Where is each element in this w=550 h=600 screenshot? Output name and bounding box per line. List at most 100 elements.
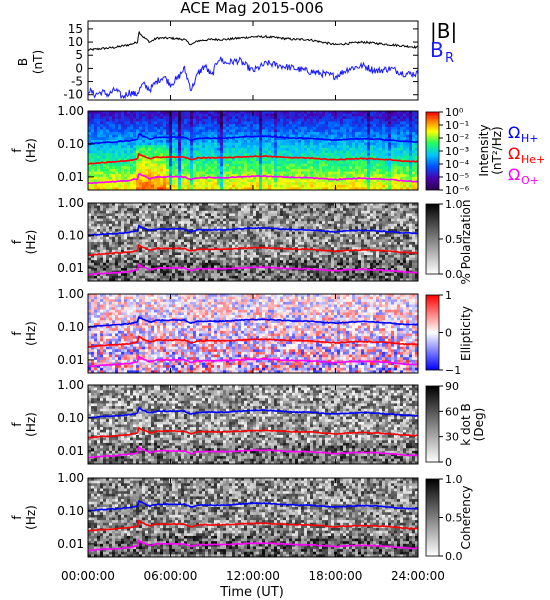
spectrogram-cell <box>181 179 185 183</box>
spectrogram-cell <box>409 129 413 133</box>
spectrogram-cell <box>121 278 125 282</box>
spectrogram-cell <box>412 184 416 188</box>
spectrogram-cell <box>328 145 332 149</box>
spectrogram-cell <box>376 126 380 130</box>
spectrogram-cell <box>313 118 317 122</box>
spectrogram-cell <box>154 179 158 183</box>
spectrogram-cell <box>241 221 245 225</box>
spectrogram-cell <box>91 161 95 165</box>
spectrogram-cell <box>244 147 248 151</box>
spectrogram-cell <box>415 153 419 157</box>
spectrogram-cell <box>106 147 110 151</box>
spectrogram-cell <box>337 113 341 117</box>
spectrogram-cell <box>337 139 341 143</box>
spectrogram-cell <box>91 257 95 261</box>
spectrogram-cell <box>286 145 290 149</box>
spectrogram-cell <box>244 179 248 183</box>
spectrogram-cell <box>157 153 161 157</box>
spectrogram-cell <box>226 153 230 157</box>
spectrogram-cell <box>88 158 92 162</box>
spectrogram-cell <box>322 184 326 188</box>
spectrogram-cell <box>130 213 134 217</box>
spectrogram-cell <box>175 176 179 180</box>
spectrogram-cell <box>220 205 224 209</box>
spectrogram-cell <box>154 226 158 230</box>
spectrogram-cell <box>94 221 98 225</box>
spectrogram-cell <box>298 161 302 165</box>
spectrogram-cell <box>331 121 335 125</box>
spectrogram-cell <box>259 121 263 125</box>
spectrogram-cell <box>268 150 272 154</box>
spectrogram-cell <box>214 168 218 172</box>
spectrogram-cell <box>325 166 329 170</box>
spectrogram-cell <box>208 216 212 219</box>
spectrogram-cell <box>169 239 173 243</box>
spectrogram-cell <box>181 174 185 178</box>
spectrogram-cell <box>331 182 335 186</box>
spectrogram-cell <box>316 142 320 146</box>
spectrogram-cell <box>391 124 395 128</box>
spectrogram-cell <box>106 153 110 157</box>
spectrogram-cell <box>121 118 125 122</box>
spectrogram-cell <box>271 168 275 172</box>
spectrogram-cell <box>391 179 395 183</box>
spectrogram-cell <box>241 244 245 248</box>
spectrogram-cell <box>166 171 170 175</box>
spectrogram-cell <box>226 205 230 209</box>
spectrogram-cell <box>106 137 110 141</box>
spectrogram-cell <box>265 124 269 128</box>
spectrogram-cell <box>226 270 230 274</box>
spectrogram-cell <box>139 116 143 120</box>
spectrogram-cell <box>379 161 383 165</box>
spectrogram-cell <box>190 124 194 128</box>
spectrogram-cell <box>412 161 416 165</box>
spectrogram-cell <box>136 111 140 114</box>
spectrogram-cell <box>187 182 191 186</box>
spectrogram-cell <box>415 134 419 138</box>
spectrogram-cell <box>181 187 185 191</box>
spectrogram-cell <box>160 239 164 243</box>
spectrogram-cell <box>304 118 308 122</box>
spectrogram-cell <box>379 129 383 133</box>
spectrogram-cell <box>97 176 101 180</box>
spectrogram-cell <box>340 182 344 186</box>
spectrogram-cell <box>115 132 119 136</box>
spectrogram-cell <box>253 132 257 136</box>
spectrogram-cell <box>190 139 194 143</box>
spectrogram-cell <box>298 137 302 141</box>
spectrogram-cell <box>178 182 182 186</box>
spectrogram-cell <box>142 247 146 251</box>
spectrogram-cell <box>169 166 173 170</box>
spectrogram-cell <box>220 255 224 258</box>
spectrogram-cell <box>274 147 278 151</box>
spectrogram-cell <box>214 262 218 266</box>
spectrogram-cell <box>199 270 203 274</box>
spectrogram-cell <box>244 166 248 170</box>
spectrogram-cell <box>127 124 131 128</box>
spectrogram-cell <box>286 150 290 154</box>
spectrogram-cell <box>169 132 173 136</box>
spectrogram-cell <box>367 155 371 159</box>
spectrogram-cell <box>250 116 254 120</box>
spectrogram-cell <box>148 265 152 269</box>
spectrogram-cell <box>376 158 380 162</box>
spectrogram-cell <box>109 113 113 117</box>
spectrogram-cell <box>403 182 407 186</box>
spectrogram-cell <box>295 171 299 175</box>
spectrogram-cell <box>319 129 323 133</box>
spectrogram-cell <box>241 166 245 170</box>
spectrogram-cell <box>391 142 395 146</box>
spectrogram-cell <box>205 231 209 235</box>
spectrogram-cell <box>247 216 251 219</box>
spectrogram-cell <box>88 223 92 227</box>
spectrogram-cell <box>376 145 380 149</box>
spectrogram-cell <box>121 268 125 271</box>
spectrogram-cell <box>130 111 134 114</box>
spectrogram-cell <box>157 236 161 240</box>
spectrogram-cell <box>385 155 389 159</box>
spectrogram-cell <box>247 234 251 238</box>
spectrogram-cell <box>241 116 245 120</box>
spectrogram-cell <box>145 223 149 227</box>
spectrogram-cell <box>235 111 239 114</box>
spectrogram-cell <box>181 208 185 212</box>
